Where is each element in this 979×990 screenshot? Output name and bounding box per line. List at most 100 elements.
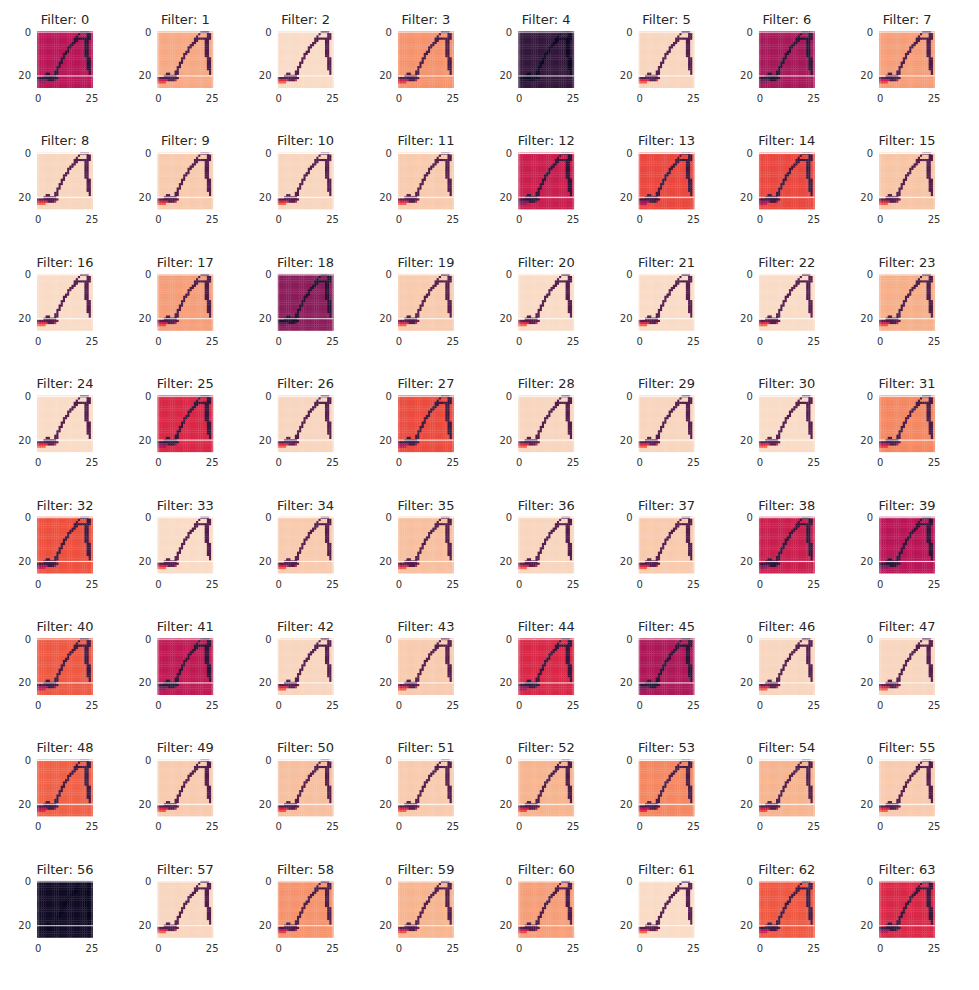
cell xyxy=(303,53,305,55)
cell xyxy=(84,84,86,86)
cell xyxy=(61,49,63,51)
cell xyxy=(89,53,91,55)
cell xyxy=(65,40,67,42)
cell xyxy=(87,51,89,53)
cell xyxy=(71,86,73,88)
cell xyxy=(295,64,297,66)
cell xyxy=(185,66,187,68)
cell xyxy=(194,51,196,53)
cell xyxy=(303,60,305,62)
cell xyxy=(310,57,312,59)
cell xyxy=(194,49,196,51)
cell xyxy=(52,46,54,48)
cell xyxy=(179,64,181,66)
cell xyxy=(185,40,187,42)
cell xyxy=(185,51,187,53)
cell xyxy=(78,66,80,68)
cell xyxy=(89,77,91,79)
cell xyxy=(162,73,164,75)
cell xyxy=(71,64,73,66)
cell xyxy=(207,35,209,37)
cell xyxy=(166,86,168,88)
cell xyxy=(43,77,45,79)
cell xyxy=(63,44,65,46)
cell xyxy=(43,53,45,55)
cell xyxy=(50,66,52,68)
cell xyxy=(308,64,310,66)
cell xyxy=(293,60,295,62)
cell xyxy=(87,49,89,51)
cell xyxy=(299,46,301,48)
cell xyxy=(168,44,170,46)
cell xyxy=(52,86,54,88)
cell xyxy=(209,35,211,37)
cell xyxy=(200,84,202,86)
cell xyxy=(310,38,312,40)
cell xyxy=(175,77,177,79)
grid-line xyxy=(37,32,93,33)
cell xyxy=(301,66,303,68)
cell xyxy=(308,60,310,62)
cell xyxy=(291,77,293,79)
cell xyxy=(61,81,63,83)
cell xyxy=(59,84,61,86)
cell xyxy=(162,70,164,72)
cell xyxy=(162,84,164,86)
cell xyxy=(170,62,172,64)
cell xyxy=(50,81,52,83)
cell xyxy=(181,81,183,83)
cell xyxy=(177,33,179,35)
cell xyxy=(284,46,286,48)
cell xyxy=(168,77,170,79)
cell xyxy=(200,40,202,42)
cell xyxy=(196,79,198,81)
cell xyxy=(196,86,198,88)
cell xyxy=(78,55,80,57)
cell xyxy=(78,40,80,42)
cell xyxy=(183,42,185,44)
cell xyxy=(185,68,187,70)
cell xyxy=(76,42,78,44)
cell xyxy=(203,46,205,48)
cell xyxy=(56,49,58,51)
cell xyxy=(280,38,282,40)
cell xyxy=(56,84,58,86)
cell xyxy=(159,44,161,46)
cell xyxy=(50,79,52,81)
cell xyxy=(200,86,202,88)
cell xyxy=(288,46,290,48)
cell xyxy=(299,70,301,72)
cell xyxy=(297,66,299,68)
cell xyxy=(80,73,82,75)
cell xyxy=(76,79,78,81)
cell xyxy=(170,35,172,37)
cell xyxy=(310,68,312,70)
cell xyxy=(177,86,179,88)
cell xyxy=(164,35,166,37)
cell xyxy=(172,49,174,51)
cell xyxy=(198,66,200,68)
cell xyxy=(43,55,45,57)
cell xyxy=(325,49,327,51)
cell xyxy=(46,33,48,35)
cell xyxy=(190,84,192,86)
cell xyxy=(54,46,56,48)
cell xyxy=(187,57,189,59)
cell xyxy=(316,44,318,46)
cell xyxy=(207,70,209,72)
cell xyxy=(327,42,329,44)
cell xyxy=(196,68,198,70)
cell xyxy=(284,55,286,57)
cell xyxy=(205,60,207,62)
cell xyxy=(181,33,183,35)
cell xyxy=(179,38,181,40)
cell xyxy=(192,62,194,64)
x-tick-label: 0 xyxy=(35,93,41,104)
cell xyxy=(306,62,308,64)
cell xyxy=(312,81,314,83)
cell xyxy=(183,66,185,68)
cell xyxy=(162,51,164,53)
cell xyxy=(301,79,303,81)
cell xyxy=(69,86,71,88)
cell xyxy=(89,46,91,48)
